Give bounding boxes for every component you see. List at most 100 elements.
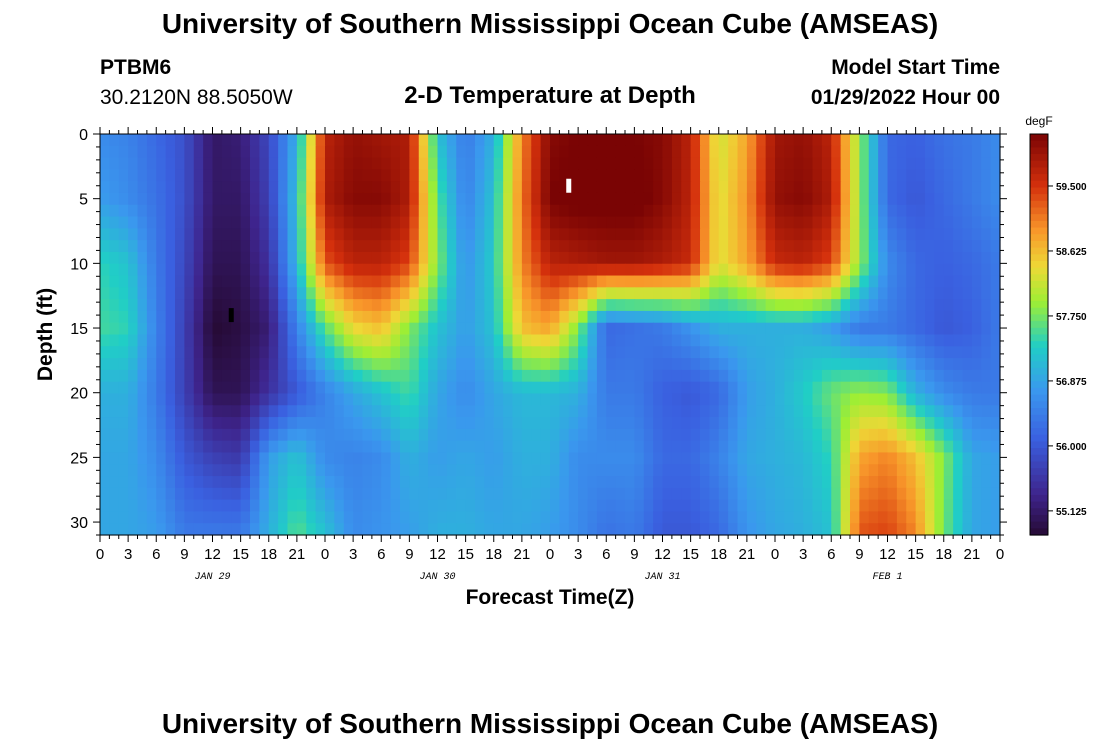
heatmap-cell xyxy=(821,381,832,395)
heatmap-cell xyxy=(278,452,289,465)
heatmap-cell xyxy=(390,476,401,489)
heatmap-cell xyxy=(362,487,373,501)
heatmap-cell xyxy=(606,322,617,336)
heatmap-cell xyxy=(718,157,729,170)
heatmap-cell xyxy=(990,358,1001,371)
heatmap-cell xyxy=(906,476,917,489)
heatmap-cell xyxy=(493,369,504,383)
heatmap-cell xyxy=(184,134,195,147)
heatmap-cell xyxy=(503,405,514,418)
heatmap-cell xyxy=(428,157,439,170)
heatmap-cell xyxy=(475,251,485,265)
heatmap-cell xyxy=(381,192,392,206)
heatmap-cell xyxy=(850,334,860,347)
heatmap-cell xyxy=(756,169,767,182)
heatmap-cell xyxy=(531,228,542,241)
heatmap-cell xyxy=(653,487,664,501)
heatmap-cell xyxy=(100,464,110,477)
heatmap-cell xyxy=(137,393,148,406)
heatmap-cell xyxy=(559,334,570,347)
heatmap-cell xyxy=(259,405,270,418)
heatmap-cell xyxy=(250,358,260,371)
heatmap-cell xyxy=(118,263,129,277)
heatmap-cell xyxy=(981,322,992,336)
heatmap-cell xyxy=(465,299,476,312)
heatmap-cell xyxy=(184,417,195,430)
heatmap-cell xyxy=(278,428,289,442)
heatmap-cell xyxy=(334,417,345,430)
colorbar-segment xyxy=(1030,267,1048,275)
heatmap-cell xyxy=(484,381,495,395)
heatmap-cell xyxy=(428,346,439,359)
heatmap-cell xyxy=(634,405,645,418)
heatmap-cell xyxy=(671,476,682,489)
heatmap-cell xyxy=(887,511,898,524)
heatmap-cell xyxy=(746,487,757,501)
heatmap-cell xyxy=(193,192,204,206)
colorbar-segment xyxy=(1030,401,1048,409)
heatmap-cell xyxy=(775,476,785,489)
heatmap-cell xyxy=(606,428,617,442)
heatmap-cell xyxy=(981,287,992,300)
heatmap-cell xyxy=(400,440,410,454)
heatmap-cell xyxy=(521,181,532,194)
heatmap-cell xyxy=(765,452,776,465)
heatmap-cell xyxy=(859,310,870,324)
heatmap-cell xyxy=(868,381,879,395)
heatmap-cell xyxy=(709,251,720,265)
heatmap-cell xyxy=(915,310,926,324)
heatmap-cell xyxy=(559,464,570,477)
heatmap-cell xyxy=(662,287,673,300)
heatmap-cell xyxy=(371,322,382,336)
colorbar-segment xyxy=(1030,167,1048,175)
heatmap-cell xyxy=(596,487,607,501)
heatmap-cell xyxy=(446,499,457,513)
heatmap-cell xyxy=(943,134,954,147)
heatmap-cell xyxy=(231,499,242,513)
heatmap-cell xyxy=(953,346,964,359)
heatmap-cell xyxy=(250,499,260,513)
heatmap-cell xyxy=(746,228,757,241)
heatmap-cell xyxy=(512,428,523,442)
heatmap-cell xyxy=(671,369,682,383)
heatmap-cell xyxy=(934,216,945,229)
heatmap-cell xyxy=(531,204,542,218)
heatmap-cell xyxy=(184,240,195,253)
heatmap-cell xyxy=(943,192,954,206)
heatmap-cell xyxy=(503,487,514,501)
heatmap-cell xyxy=(831,263,842,277)
heatmap-cell xyxy=(859,216,870,229)
heatmap-cell xyxy=(671,228,682,241)
heatmap-cell xyxy=(878,405,889,418)
heatmap-cell xyxy=(146,145,157,159)
heatmap-cell xyxy=(812,334,823,347)
heatmap-cell xyxy=(596,393,607,406)
heatmap-cell xyxy=(240,263,251,277)
heatmap-cell xyxy=(446,134,457,147)
heatmap-cell xyxy=(671,381,682,395)
heatmap-cell xyxy=(437,145,448,159)
heatmap-cell xyxy=(981,440,992,454)
heatmap-cell xyxy=(240,381,251,395)
heatmap-cell xyxy=(146,393,157,406)
heatmap-cell xyxy=(484,181,495,194)
heatmap-cell xyxy=(784,287,795,300)
heatmap-cell xyxy=(315,417,326,430)
x-tick-label: 15 xyxy=(232,546,249,563)
heatmap-cell xyxy=(859,487,870,501)
heatmap-cell xyxy=(896,157,907,170)
heatmap-cell xyxy=(128,228,139,241)
heatmap-cell xyxy=(418,499,429,513)
heatmap-cell xyxy=(643,452,654,465)
heatmap-cell xyxy=(737,263,748,277)
heatmap-cell xyxy=(821,393,832,406)
heatmap-cell xyxy=(681,440,692,454)
heatmap-cell xyxy=(381,452,392,465)
colorbar-segment xyxy=(1030,381,1048,389)
heatmap-cell xyxy=(634,192,645,206)
heatmap-cell xyxy=(353,263,364,277)
heatmap-cell xyxy=(512,464,523,477)
heatmap-cell xyxy=(681,511,692,524)
heatmap-cell xyxy=(381,499,392,513)
heatmap-cell xyxy=(296,181,307,194)
